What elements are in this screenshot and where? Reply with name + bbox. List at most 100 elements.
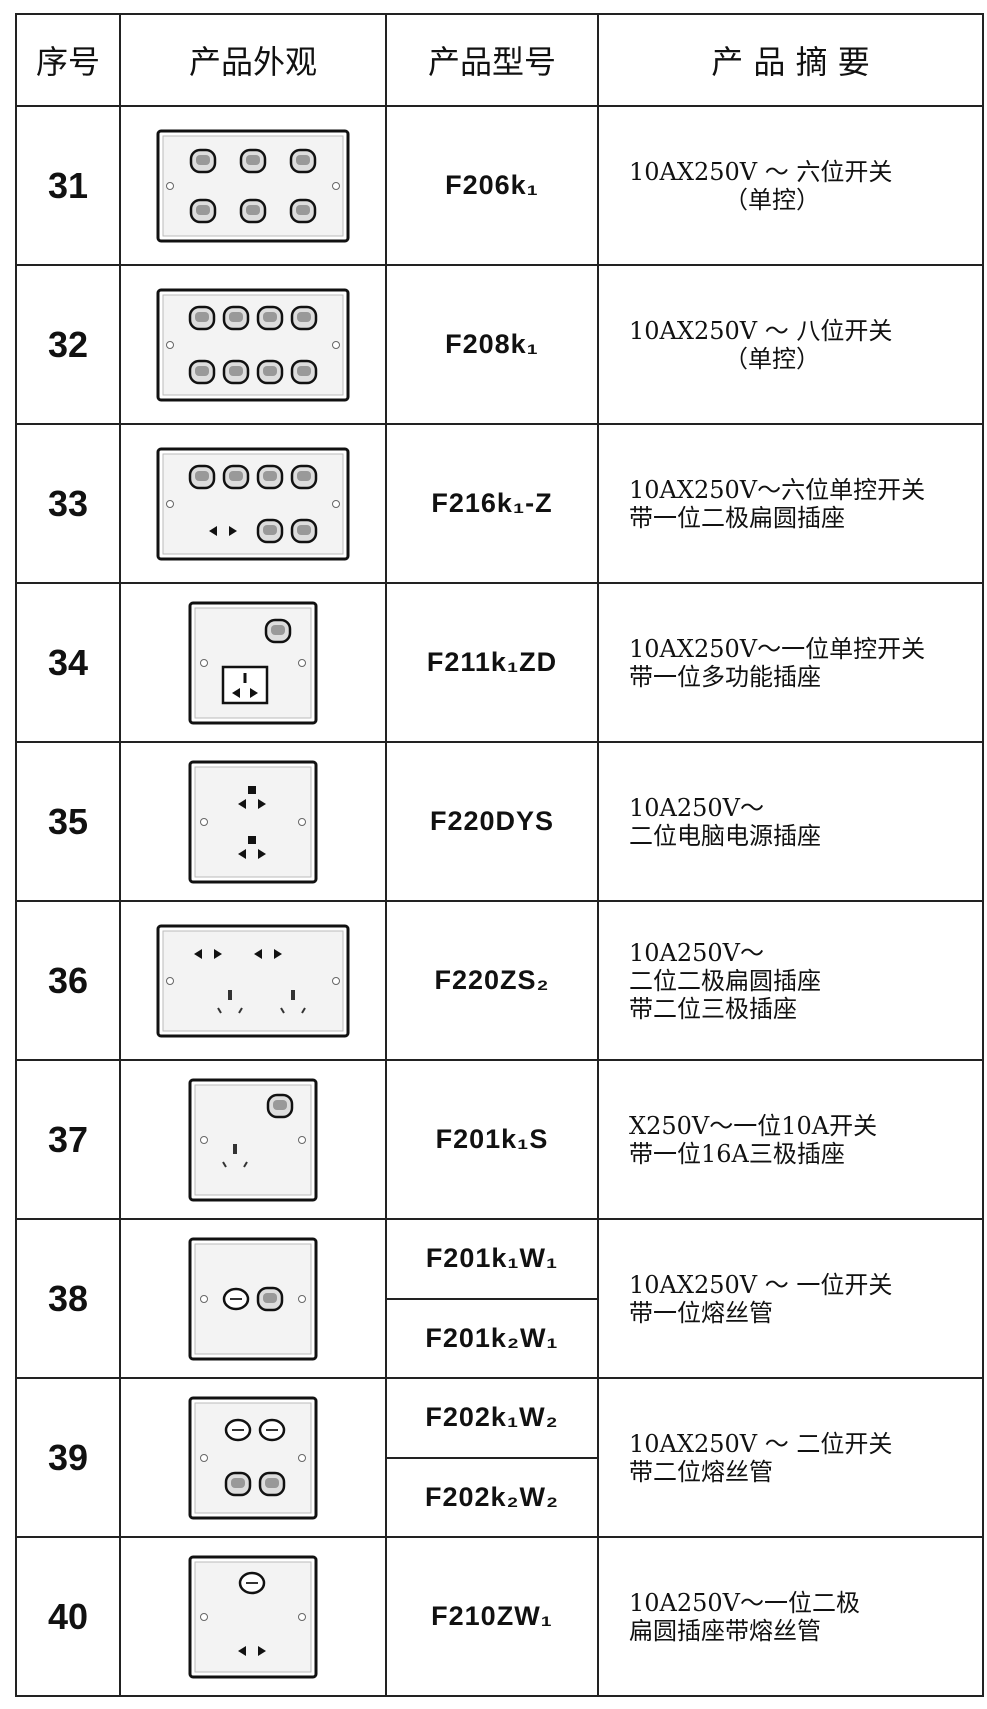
screw [298, 1453, 306, 1462]
summary-line: 带二位三极插座 [629, 994, 797, 1023]
pin [258, 798, 266, 809]
switch-face [273, 1099, 287, 1110]
pin [232, 687, 240, 698]
pin [209, 525, 217, 536]
pin [238, 1006, 243, 1014]
summary-line: （单控） [724, 344, 820, 373]
summary-cell: 10AX250V ～ 六位开关 （单控） [597, 105, 984, 266]
switch-face [246, 204, 260, 215]
pin [229, 525, 237, 536]
product-row: 37 F201k₁S X250V～一位10A开关 带一位16A三极插座 [15, 1059, 984, 1220]
screw [200, 817, 208, 826]
socket-frame [221, 665, 269, 704]
product-appearance [119, 900, 387, 1061]
model-number: F220ZS₂ [434, 965, 550, 995]
pin [274, 948, 282, 959]
screw [298, 1135, 306, 1144]
model-cell: F210ZW₁ [385, 1536, 599, 1697]
model-cell: F220DYS [385, 741, 599, 902]
model-number: F216k₁-Z [431, 488, 553, 518]
product-appearance [119, 264, 387, 425]
switch-face [297, 311, 311, 322]
product-appearance [119, 105, 387, 266]
screw [332, 181, 340, 190]
plate-face [194, 1084, 312, 1195]
plate-face [194, 1243, 312, 1354]
model-number: F211k₁ZD [426, 647, 558, 677]
summary-cell: 10AX250V～六位单控开关 带一位二极扁圆插座 [597, 423, 984, 584]
model-cell: F201k₁S [385, 1059, 599, 1220]
summary-cell: X250V～一位10A开关 带一位16A三极插座 [597, 1059, 984, 1220]
summary-line: 扁圆插座带熔丝管 [629, 1616, 821, 1645]
screw [166, 181, 174, 190]
summary-line: X250V～一位10A开关 [629, 1111, 878, 1140]
switch-face [263, 311, 277, 322]
pin [301, 1006, 306, 1014]
header-cell: 产 品 摘 要 [597, 13, 984, 107]
summary-cell: 10AX250V ～ 一位开关 带一位熔丝管 [597, 1218, 984, 1379]
switch-face [297, 524, 311, 535]
product-appearance [119, 1536, 387, 1697]
row-number: 39 [15, 1377, 121, 1538]
screw [298, 817, 306, 826]
table-body: 31 F206k₁ 10AX250V ～ 六位开关 （单控） 32 F208k₁ 10AX2… [15, 105, 984, 1697]
product-drawing [188, 760, 318, 883]
screw [298, 658, 306, 667]
product-row: 34 F211k₁ZD 10AX250V～一位单控开关 带一位多功能插座 [15, 582, 984, 743]
switch-face [246, 154, 260, 165]
screw [200, 1453, 208, 1462]
pin [238, 1645, 246, 1656]
product-row: 35 F220DYS 10A250V～ 二位电脑电源插座 [15, 741, 984, 902]
switch-face [263, 1292, 277, 1303]
summary-line: 10AX250V ～ 二位开关 [629, 1429, 893, 1458]
screw [332, 340, 340, 349]
screw [166, 340, 174, 349]
plate-face [162, 453, 344, 554]
sheet: 序号 产品外观 产品型号产 品 摘 要 31 F206k₁ 10AX250V ～ 六位开… [15, 13, 984, 1697]
product-drawing [156, 447, 350, 560]
pin [238, 798, 246, 809]
header-cell: 产品型号 [385, 13, 599, 107]
header-cell: 序号 [15, 13, 121, 107]
pin [250, 687, 258, 698]
model-number: F201k₁W₁ [425, 1243, 559, 1274]
summary-line: 10AX250V ～ 八位开关 [629, 316, 893, 345]
product-drawing [188, 1237, 318, 1360]
summary-cell: 10A250V～一位二极 扁圆插座带熔丝管 [597, 1536, 984, 1697]
plate-face [194, 766, 312, 877]
screw [298, 1294, 306, 1303]
model-number: F201k₁S [435, 1124, 549, 1154]
summary-line: 二位二极扁圆插座 [629, 966, 821, 995]
screw [166, 976, 174, 985]
summary-line: 二位电脑电源插座 [629, 821, 821, 850]
row-number: 33 [15, 423, 121, 584]
summary-cell: 10A250V～ 二位二极扁圆插座 带二位三极插座 [597, 900, 984, 1061]
pin [243, 1160, 248, 1168]
model-stack: F202k₁W₂ F202k₂W₂ [387, 1379, 597, 1536]
row-number: 36 [15, 900, 121, 1061]
switch-face [196, 154, 210, 165]
pin [194, 948, 202, 959]
switch-face [265, 1477, 279, 1488]
screw [200, 1612, 208, 1621]
pin [222, 1160, 227, 1168]
product-drawing [156, 288, 350, 401]
summary-line: 带一位16A三极插座 [629, 1139, 845, 1168]
pin [258, 1645, 266, 1656]
product-drawing [188, 1555, 318, 1678]
switch-face [229, 365, 243, 376]
pin [291, 989, 295, 1000]
product-row: 39 F202k₁W₂ F202k₂W₂ 10AX250V ～ 二位开关 带二位熔丝管 [15, 1377, 984, 1538]
summary-line: 10AX250V～六位单控开关 [629, 475, 926, 504]
header-cell: 产品外观 [119, 13, 387, 107]
model-stack: F201k₁W₁ F201k₂W₁ [387, 1220, 597, 1377]
pin [258, 848, 266, 859]
product-row: 32 F208k₁ 10AX250V ～ 八位开关 （单控） [15, 264, 984, 425]
row-number: 35 [15, 741, 121, 902]
summary-line: 10A250V～ [629, 938, 765, 967]
model-number: F210ZW₁ [431, 1601, 553, 1631]
pin [214, 948, 222, 959]
product-drawing [188, 1078, 318, 1201]
pin [238, 848, 246, 859]
summary-line: （单控） [724, 185, 820, 214]
